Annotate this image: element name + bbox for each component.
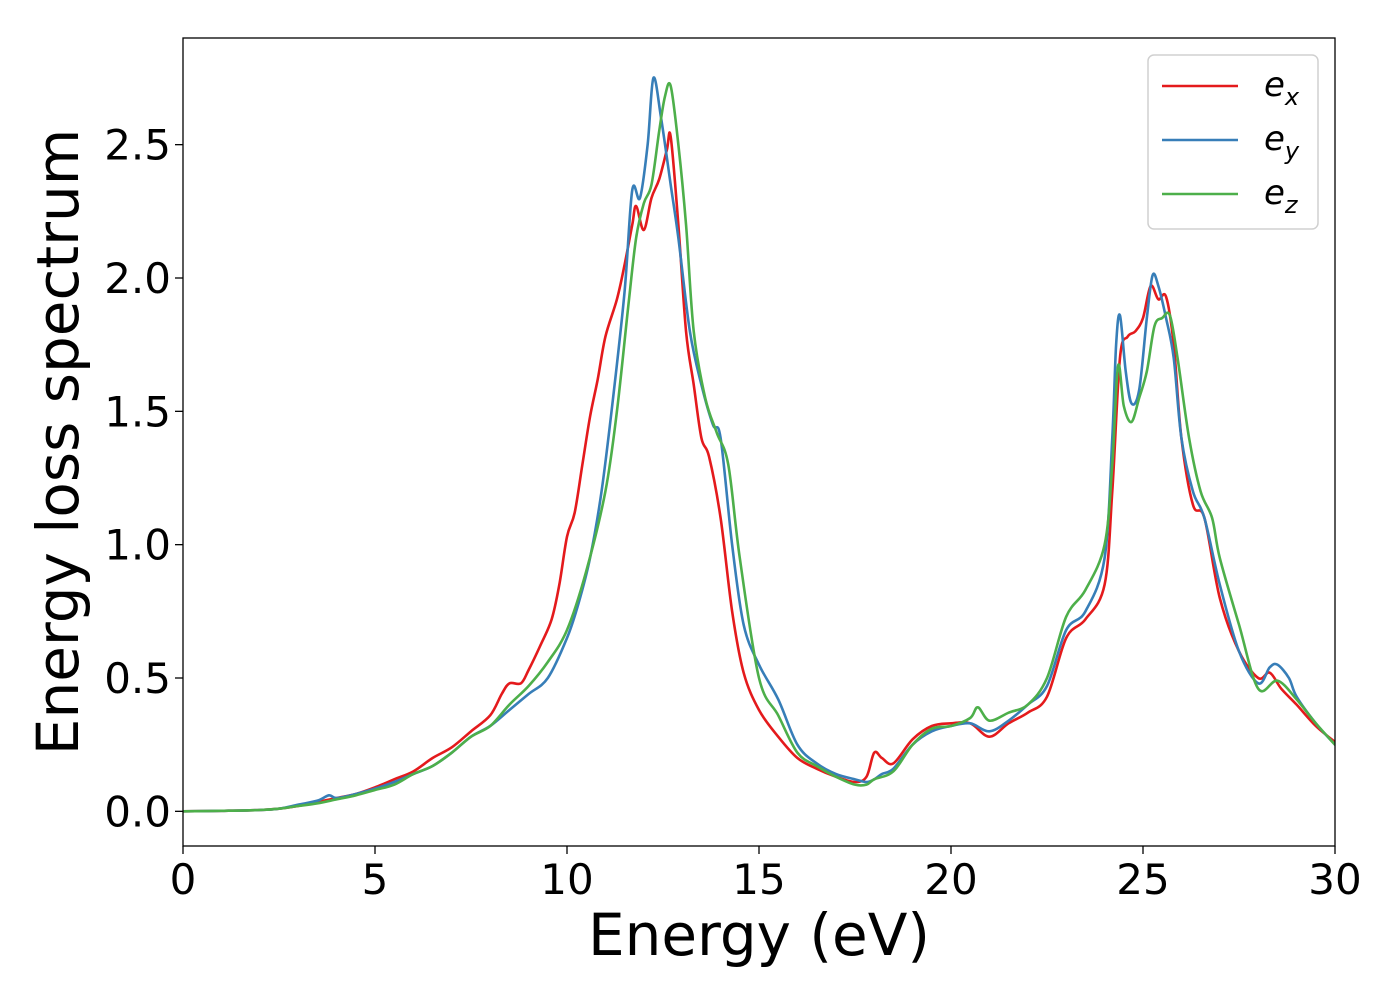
- x-axis-label: Energy (eV): [588, 901, 930, 969]
- series-line-e-z: [183, 81, 1335, 813]
- legend: ex ey ez: [1147, 54, 1319, 230]
- y-tick-label: 0.0: [104, 787, 171, 836]
- legend-label-z: ez: [1264, 173, 1299, 219]
- y-tick-label: 2.0: [104, 254, 171, 303]
- y-tick-label: 0.5: [104, 654, 171, 703]
- legend-box: [1147, 54, 1319, 230]
- y-axis-ticks: 0.0 0.5 1.0 1.5 2.0 2.5: [104, 121, 183, 836]
- y-tick-label: 1.5: [104, 387, 171, 436]
- x-tick-label: 25: [1116, 855, 1169, 904]
- x-tick-label: 0: [170, 855, 197, 904]
- x-tick-label: 10: [540, 855, 593, 904]
- x-axis-ticks: 0 5 10 15 20 25 30: [170, 846, 1362, 904]
- y-tick-label: 1.0: [104, 521, 171, 570]
- x-tick-label: 20: [924, 855, 977, 904]
- y-axis-label: Energy loss spectrum: [24, 129, 92, 755]
- series-layer: [183, 76, 1335, 813]
- x-tick-label: 5: [362, 855, 389, 904]
- legend-label-y: ey: [1264, 119, 1300, 165]
- legend-entries: ex ey ez: [1162, 65, 1300, 219]
- x-tick-label: 15: [732, 855, 785, 904]
- x-tick-label: 30: [1308, 855, 1361, 904]
- y-tick-label: 2.5: [104, 121, 171, 170]
- legend-label-x: ex: [1264, 65, 1300, 111]
